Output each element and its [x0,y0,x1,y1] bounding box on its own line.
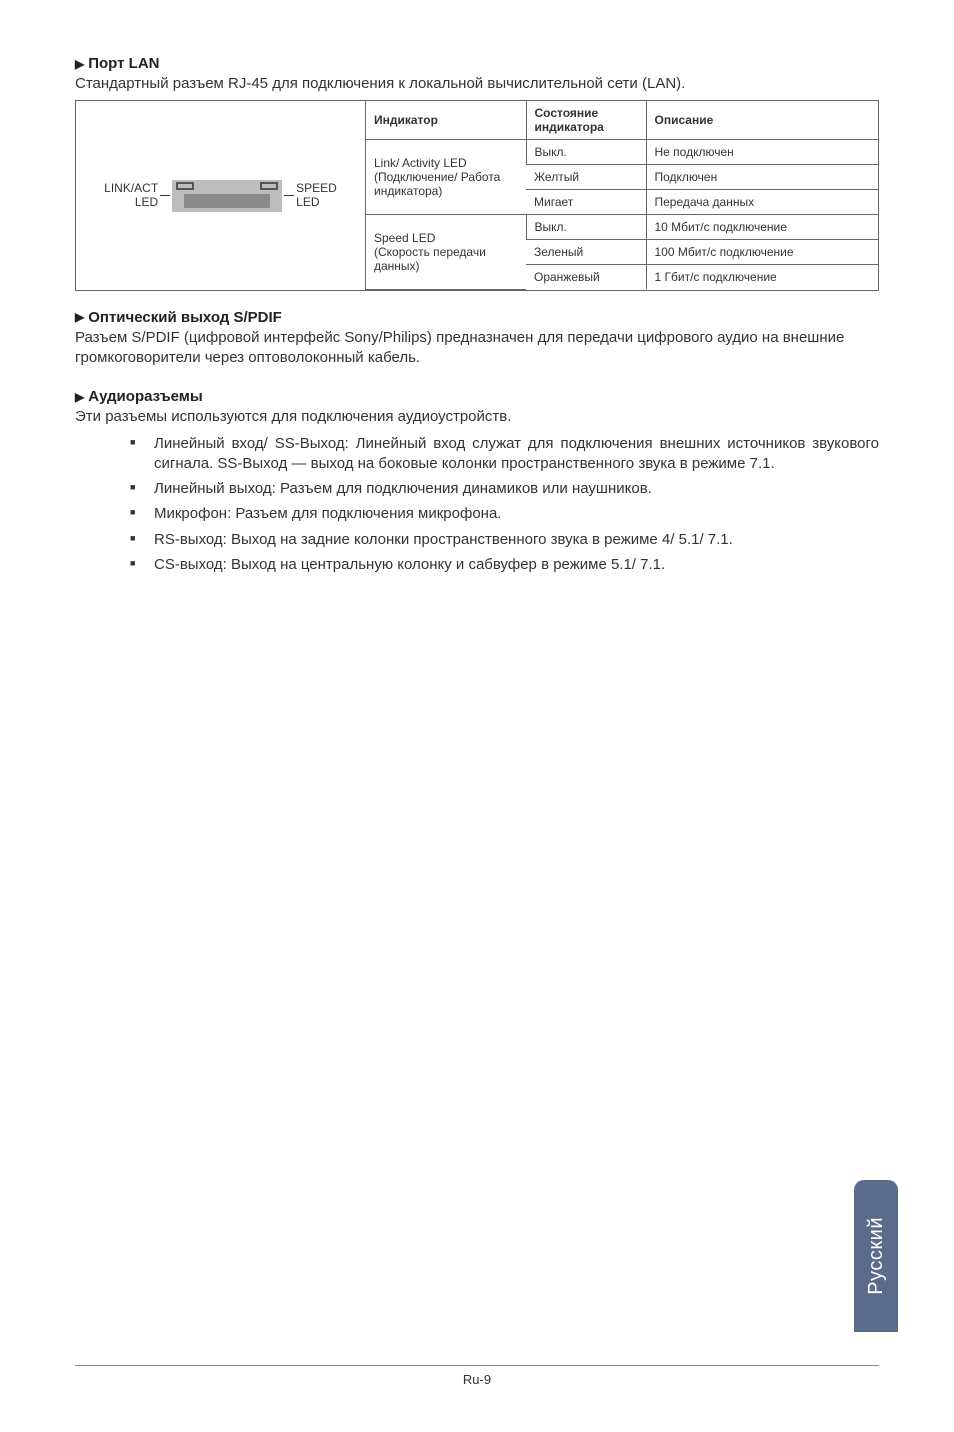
cell-state: Выкл. [526,140,646,165]
cell-state: Оранжевый [526,265,646,290]
cell-state: Зеленый [526,240,646,265]
cell-state: Мигает [526,190,646,215]
arrow-icon: ▶ [75,57,84,71]
connector-right [284,195,294,196]
right-label-1: SPEED [296,181,337,195]
cell-state: Выкл. [526,215,646,240]
list-item: RS-выход: Выход на задние колонки простр… [130,530,879,550]
lan-port-heading: ▶ Порт LAN [75,55,879,72]
table-row: Speed LED (Скорость передачи данных) Вык… [366,215,878,240]
group2-sub: (Скорость передачи данных) [374,245,486,273]
cell-state: Желтый [526,165,646,190]
arrow-icon: ▶ [75,390,84,404]
left-label-1: LINK/ACT [104,181,158,195]
lan-data-table: Индикатор Состояние индикатора Описание … [366,101,878,290]
diagram-right-label: SPEED LED [296,182,337,208]
cell-desc: Не подключен [646,140,878,165]
audio-list: Линейный вход/ SS-Выход: Линейный вход с… [75,434,879,576]
cell-desc: 1 Гбит/с подключение [646,265,878,290]
list-item: CS-выход: Выход на центральную колонку и… [130,555,879,575]
page-footer: Ru-9 [75,1365,879,1387]
spdif-body: Разъем S/PDIF (цифровой интерфейс Sony/P… [75,328,879,369]
cell-desc: Подключен [646,165,878,190]
heading-text: Аудиоразъемы [88,388,202,405]
rj45-diagram-cell: LINK/ACT LED SPEED LED [76,101,366,290]
language-label: Русский [865,1217,888,1295]
audio-body: Эти разъемы используются для подключения… [75,407,879,427]
list-item: Линейный выход: Разъем для подключения д… [130,479,879,499]
th-state: Состояние индикатора [526,101,646,140]
right-label-2: LED [296,195,319,209]
page-number: Ru-9 [463,1372,491,1387]
connector-left [160,195,170,196]
audio-heading: ▶ Аудиоразъемы [75,388,879,405]
lan-body: Стандартный разъем RJ-45 для подключения… [75,74,879,94]
th-desc: Описание [646,101,878,140]
cell-group2: Speed LED (Скорость передачи данных) [366,215,526,290]
heading-text: Оптический выход S/PDIF [88,309,282,326]
th-indicator: Индикатор [366,101,526,140]
left-label-2: LED [135,195,158,209]
list-item: Линейный вход/ SS-Выход: Линейный вход с… [130,434,879,475]
cell-desc: 100 Мбит/с подключение [646,240,878,265]
group2-title: Speed LED [374,231,435,245]
table-header-row: Индикатор Состояние индикатора Описание [366,101,878,140]
rj45-diagram: LINK/ACT LED SPEED LED [104,180,337,212]
language-tab: Русский [854,1180,898,1332]
heading-text: Порт LAN [88,55,159,72]
cell-desc: 10 Мбит/с подключение [646,215,878,240]
arrow-icon: ▶ [75,310,84,324]
group1-title: Link/ Activity LED [374,156,467,170]
rj45-icon [172,180,282,212]
cell-group1: Link/ Activity LED (Подключение/ Работа … [366,140,526,215]
table-row: Link/ Activity LED (Подключение/ Работа … [366,140,878,165]
spdif-heading: ▶ Оптический выход S/PDIF [75,309,879,326]
cell-desc: Передача данных [646,190,878,215]
list-item: Микрофон: Разъем для подключения микрофо… [130,504,879,524]
group1-sub: (Подключение/ Работа индикатора) [374,170,500,198]
lan-table-wrap: LINK/ACT LED SPEED LED [75,100,879,291]
diagram-left-label: LINK/ACT LED [104,182,158,208]
